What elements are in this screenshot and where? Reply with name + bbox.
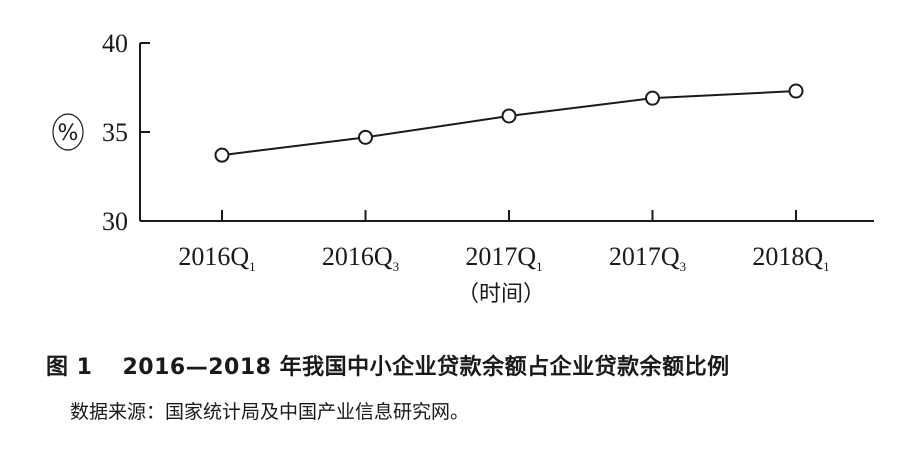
- figure-number: 图 1: [46, 355, 93, 380]
- y-axis-title: %: [58, 121, 79, 146]
- data-point: [501, 108, 517, 124]
- y-axis-unit-frame: [52, 113, 84, 151]
- data-point: [788, 83, 804, 99]
- x-tick-label: 2018Q1: [752, 242, 829, 274]
- x-axis-title: （时间）: [457, 282, 545, 307]
- figure-title: 2016—2018 年我国中小企业贷款余额占企业贷款余额比例: [122, 355, 730, 380]
- x-tick-label: 2017Q3: [609, 242, 686, 274]
- chart-series: [214, 83, 804, 163]
- data-source-note: 数据来源：国家统计局及中国产业信息研究网。: [70, 401, 470, 423]
- data-point: [645, 90, 660, 106]
- data-point: [214, 147, 230, 163]
- chart-axes: [139, 42, 874, 222]
- chart-labels: 30 35 40% 2016Q1 2016Q3 2017Q1 2017Q3 2018Q1 （时间…: [52, 29, 830, 307]
- data-point: [358, 129, 373, 145]
- y-tick-label: 35: [102, 118, 128, 147]
- y-tick-label: 40: [102, 29, 128, 58]
- x-tick-label: 2016Q3: [322, 242, 399, 274]
- x-tick-label: 2017Q1: [465, 242, 542, 274]
- y-tick-label: 30: [102, 207, 128, 236]
- x-tick-label: 2016Q1: [178, 242, 255, 274]
- figure-caption: 图 1 2016—2018 年我国中小企业贷款余额占企业贷款余额比例: [46, 349, 730, 381]
- line-chart: 30 35 40% 2016Q1 2016Q3 2017Q1 2017Q3 2018Q1 （时间…: [52, 29, 874, 307]
